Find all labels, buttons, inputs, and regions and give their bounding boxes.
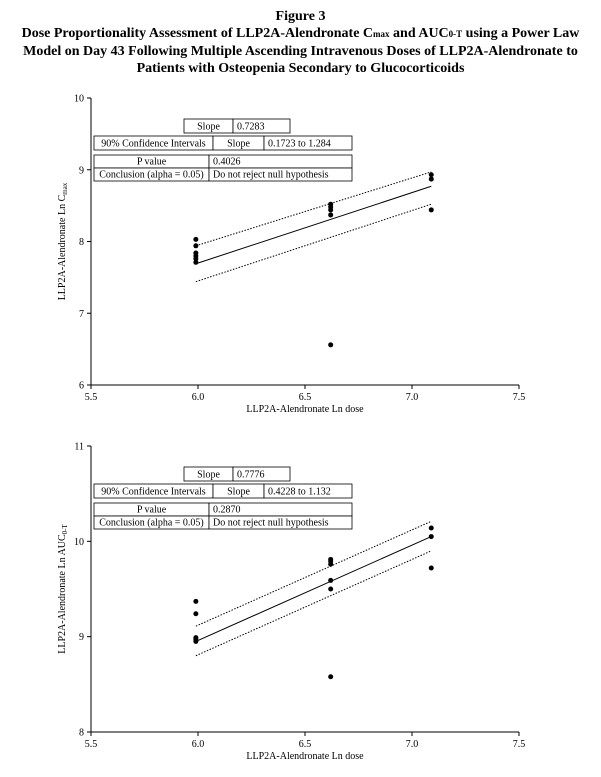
x-axis-label: LLP2A-Alendronate Ln dose [246,404,364,415]
y-tick-label: 8 [79,728,84,739]
data-point [328,674,334,680]
stats-text: Slope [227,139,250,150]
data-point [428,534,434,540]
x-axis-label: LLP2A-Alendronate Ln dose [246,751,364,762]
confidence-line [195,171,432,247]
y-tick-label: 10 [74,537,84,548]
data-point [328,342,334,348]
confidence-line [195,520,432,627]
data-point [193,256,199,262]
x-tick-label: 6.0 [192,739,205,750]
title-part: and AUC [389,26,449,41]
stats-text: Do not reject null hypothesis [213,170,329,181]
x-tick-label: 7.5 [513,739,526,750]
y-axis-label-part: LLP2A-Alendronate Ln C [57,194,68,300]
x-tick-label: 5.5 [85,392,98,403]
data-point [193,598,199,604]
data-point [428,525,434,531]
y-tick-label: 8 [79,237,84,248]
y-tick-label: 6 [79,381,84,392]
stats-text: 0.1723 to 1.284 [268,139,331,150]
stats-text: Conclusion (alpha = 0.05) [99,170,204,181]
x-tick-label: 6.5 [299,739,312,750]
y-tick-label: 11 [74,442,84,453]
confidence-line [195,550,432,657]
data-point [193,236,199,242]
title-part: using a Power Law Model on Day 43 Follow… [23,26,580,76]
data-point [428,172,434,178]
data-point [328,577,334,583]
y-axis-label: LLP2A-Alendronate Ln AUC0-T [57,524,69,654]
data-point [428,565,434,571]
data-point [193,243,199,249]
y-tick-label: 7 [79,309,84,320]
data-point [193,638,199,644]
fit-line [195,536,432,642]
y-axis-label-subscript: max [61,182,69,195]
stats-text: 0.4026 [213,157,241,168]
title-subscript: max [373,29,390,39]
stats-text: 90% Confidence Intervals [101,139,206,150]
data-point [428,207,434,213]
figure-title: Figure 3 Dose Proportionality Assessment… [10,8,591,77]
x-tick-label: 7.0 [406,739,419,750]
stats-text: Slope [227,487,250,498]
stats-text: P value [137,157,167,168]
stats-text: 0.7283 [237,122,265,133]
title-part: Dose Proportionality Assessment of LLP2A… [21,26,374,41]
confidence-line [195,203,432,283]
stats-text: Slope [197,122,220,133]
y-axis-label-subscript: 0-T [61,524,69,535]
figure-label: Figure 3 [275,9,326,24]
y-tick-label: 10 [74,94,84,105]
x-tick-label: 7.5 [513,392,526,403]
x-tick-label: 7.0 [406,392,419,403]
data-point [328,586,334,592]
stats-text: Conclusion (alpha = 0.05) [99,518,204,529]
y-tick-label: 9 [79,632,84,643]
stats-text: 0.7776 [237,470,265,481]
fit-line [195,185,432,265]
stats-text: Slope [197,470,220,481]
stats-cell [232,118,291,134]
stats-cell [263,483,353,499]
stats-cell [208,515,353,530]
stats-text: 0.4228 to 1.132 [268,487,331,498]
data-point [193,259,199,265]
stats-cell [232,466,291,482]
y-tick-label: 9 [79,165,84,176]
data-point [193,611,199,617]
x-tick-label: 6.0 [192,392,205,403]
data-point [428,176,434,182]
stats-text: Do not reject null hypothesis [213,518,329,529]
stats-text: 90% Confidence Intervals [101,487,206,498]
stats-text: P value [137,505,167,516]
stats-text: 0.2870 [213,505,241,516]
data-point [328,207,334,213]
stats-cell [208,167,353,182]
data-point [328,212,334,218]
y-axis-label: LLP2A-Alendronate Ln Cmax [57,182,69,300]
data-point [328,561,334,567]
y-axis-label-part: LLP2A-Alendronate Ln AUC [57,534,68,654]
x-tick-label: 6.5 [299,392,312,403]
figure-heading: Dose Proportionality Assessment of LLP2A… [10,25,591,77]
stats-cell [263,135,353,151]
title-subscript: 0-T [448,29,463,39]
x-tick-label: 5.5 [85,739,98,750]
